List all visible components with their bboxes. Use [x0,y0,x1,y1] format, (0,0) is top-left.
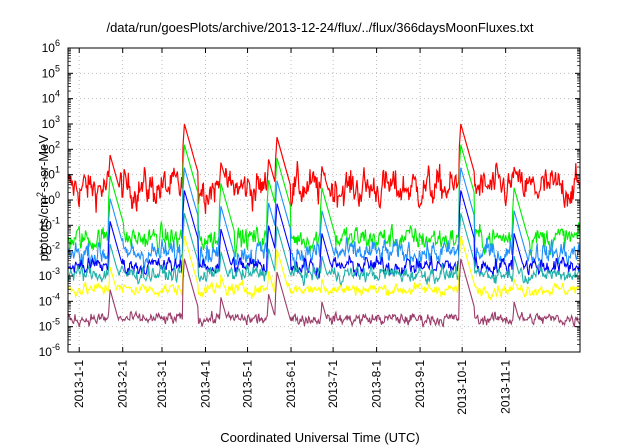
series-line-3 [67,167,581,272]
y-tick-exponent: -5 [52,317,60,327]
y-tick-exponent: 4 [55,89,60,99]
y-tick-base: 10 [39,320,53,334]
y-tick-base: 10 [42,142,56,156]
y-tick-base: 10 [42,66,56,80]
x-tick-label: 2013-4-1 [198,360,212,408]
grid-lines [68,48,580,352]
series-line-6 [67,235,581,301]
y-tick-exponent: -4 [52,291,60,301]
y-tick-exponent: 2 [55,139,60,149]
y-tick-base: 10 [39,244,53,258]
series-line-4 [67,190,581,279]
y-axis-label-main: protons/cm [36,197,52,262]
chart-title: /data/run/goesPlots/archive/2013-12-24/f… [106,20,534,35]
y-tick-label: 106 [42,38,60,55]
y-tick-exponent: -3 [52,266,60,276]
y-tick-label: 10-5 [39,317,60,334]
y-tick-label: 102 [42,139,60,156]
series-line-1 [67,123,581,214]
y-axis-label-tail: -s-sr-MeV [36,134,52,193]
y-tick-label: 100 [42,190,60,207]
x-tick-label: 2013-2-1 [116,360,130,408]
y-tick-base: 10 [39,269,53,283]
x-tick-label: 2013-6-1 [284,360,298,408]
y-tick-base: 10 [39,294,53,308]
x-tick-label: 2013-7-1 [326,360,340,408]
y-tick-label: 10-6 [39,342,60,359]
y-tick-exponent: 0 [55,190,60,200]
series-line-7 [67,258,581,328]
y-tick-label: 10-4 [39,291,60,308]
x-axis-label: Coordinated Universal Time (UTC) [220,430,420,445]
y-tick-exponent: 3 [55,114,60,124]
y-tick-label: 101 [42,165,60,182]
y-tick-label: 10-1 [39,215,60,232]
y-tick-base: 10 [42,168,56,182]
series-line-5 [67,213,581,287]
y-tick-exponent: -2 [52,241,60,251]
x-tick-label: 2013-8-1 [370,360,384,408]
x-axis: 2013-1-1 2013-2-1 2013-3-1 2013-4-1 2013-5-1… [72,48,513,415]
y-tick-base: 10 [39,218,53,232]
x-tick-label: 2013-3-1 [155,360,169,408]
y-axis: 10-610-510-410-310-210-11001011021031041… [39,38,580,359]
x-tick-label: 2013-11-1 [499,360,513,414]
y-tick-base: 10 [42,117,56,131]
series-lines [67,123,581,328]
y-axis-label: protons/cm2-s-sr-MeV [35,103,51,293]
y-tick-exponent: -1 [52,215,60,225]
y-tick-label: 10-3 [39,266,60,283]
y-tick-exponent: -6 [52,342,60,352]
y-tick-base: 10 [39,345,53,359]
y-tick-exponent: 6 [55,38,60,48]
x-tick-label: 2013-1-1 [72,360,86,408]
x-tick-label: 2013-5-1 [241,360,255,408]
y-tick-base: 10 [42,92,56,106]
y-tick-label: 103 [42,114,60,131]
y-tick-exponent: 5 [55,63,60,73]
series-line-2 [67,144,581,258]
y-tick-base: 10 [42,41,56,55]
x-tick-label: 2013-9-1 [413,360,427,408]
y-tick-label: 104 [42,89,60,106]
y-tick-base: 10 [42,193,56,207]
x-tick-label: 2013-10-1 [455,360,469,415]
y-axis-label-superscript: 2 [34,192,45,198]
y-tick-exponent: 1 [55,165,60,175]
y-tick-label: 105 [42,63,60,80]
y-tick-label: 10-2 [39,241,60,258]
